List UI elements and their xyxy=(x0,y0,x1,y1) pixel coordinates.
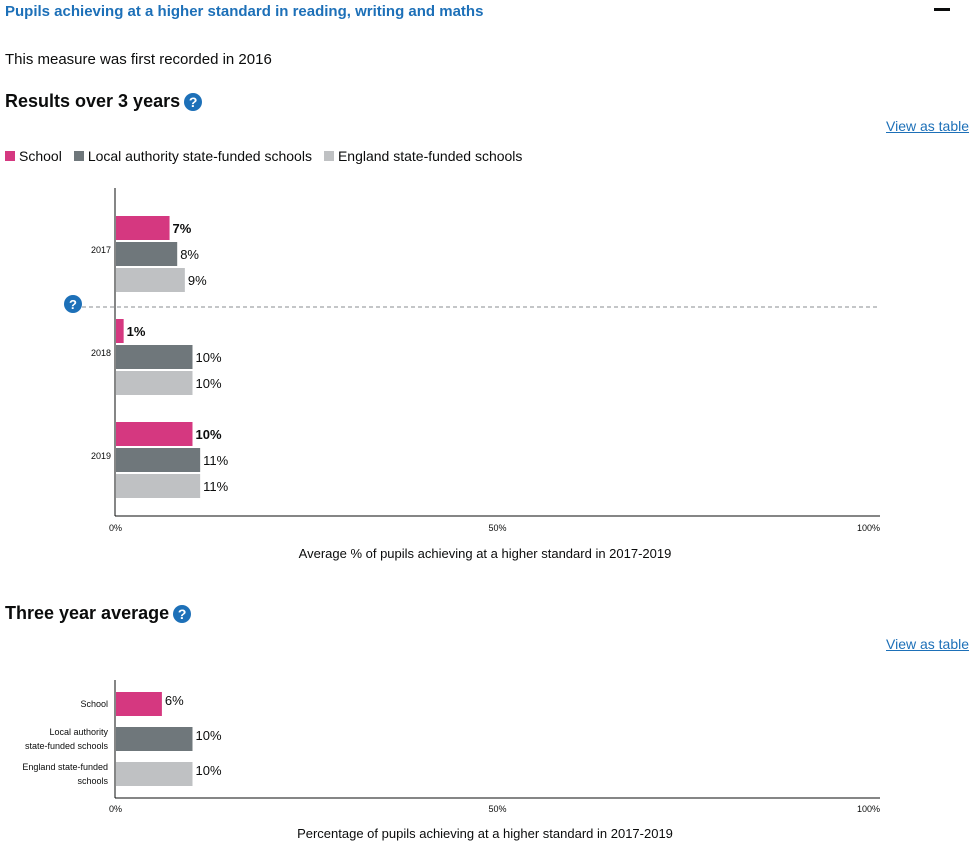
bar-2019-series-0 xyxy=(116,422,193,446)
bar-2019-series-2 xyxy=(116,474,201,498)
average-heading-text: Three year average xyxy=(5,603,170,623)
x-tick-label-0: 0% xyxy=(109,804,122,814)
bar-2017-series-1 xyxy=(116,242,178,266)
legend-item-local-authority: Local authority state-funded schools xyxy=(73,148,312,164)
y-tick-label-average-1-line-0: Local authority xyxy=(49,727,108,737)
legend-label-local-authority: Local authority state-funded schools xyxy=(87,148,312,164)
section-title[interactable]: Pupils achieving at a higher standard in… xyxy=(5,3,484,20)
y-tick-label-average-1-line-1: state-funded schools xyxy=(25,741,109,751)
bar-average-2 xyxy=(116,762,193,786)
legend-swatch-school xyxy=(5,151,15,161)
legend-label-school: School xyxy=(19,148,62,164)
results-view-as-table-link[interactable]: View as table xyxy=(886,118,970,134)
data-label-2017-series-1: 8% xyxy=(180,247,199,262)
data-label-2018-series-2: 10% xyxy=(196,376,222,391)
x-tick-label-100: 100% xyxy=(857,523,880,533)
y-tick-label-2017: 2017 xyxy=(91,245,111,255)
chart-legend: School Local authority state-funded scho… xyxy=(5,148,522,164)
legend-swatch-local-authority xyxy=(73,151,84,161)
x-tick-label-50: 50% xyxy=(488,523,506,533)
intro-text: This measure was first recorded in 2016 xyxy=(5,51,272,68)
data-label-2019-series-1: 11% xyxy=(203,453,228,468)
x-axis-label: Percentage of pupils achieving at a high… xyxy=(297,826,673,841)
help-question-icon[interactable] xyxy=(64,295,82,313)
x-tick-label-100: 100% xyxy=(857,804,880,814)
y-tick-label-2019: 2019 xyxy=(91,451,111,461)
data-label-2017-series-2: 9% xyxy=(188,273,207,288)
data-label-2019-series-2: 11% xyxy=(203,479,228,494)
data-label-2019-series-0: 10% xyxy=(196,427,222,442)
bar-2019-series-1 xyxy=(116,448,201,472)
data-label-2018-series-1: 10% xyxy=(196,350,222,365)
help-question-icon-glyph: ? xyxy=(69,297,77,312)
bar-2018-series-0 xyxy=(116,319,124,343)
results-heading: Results over 3 years ? xyxy=(5,91,203,112)
bar-average-1 xyxy=(116,727,193,751)
legend-item-england: England state-funded schools xyxy=(323,148,523,164)
bar-2017-series-0 xyxy=(116,216,170,240)
legend-item-school: School xyxy=(5,148,62,164)
average-heading: Three year average ? xyxy=(5,603,192,624)
y-tick-label-2018: 2018 xyxy=(91,348,111,358)
y-tick-label-average-0-line-0: School xyxy=(80,699,108,709)
legend-swatch-england xyxy=(323,151,334,161)
bar-2018-series-2 xyxy=(116,371,193,395)
results-heading-text: Results over 3 years xyxy=(5,91,181,111)
legend-label-england: England state-funded schools xyxy=(337,148,523,164)
data-label-average-0: 6% xyxy=(165,693,184,708)
data-label-2018-series-0: 1% xyxy=(127,324,146,339)
x-tick-label-50: 50% xyxy=(488,804,506,814)
y-tick-label-average-2-line-1: schools xyxy=(77,776,108,786)
data-label-2017-series-0: 7% xyxy=(173,221,192,236)
data-label-average-2: 10% xyxy=(196,763,222,778)
bar-2017-series-2 xyxy=(116,268,185,292)
average-view-as-table-link[interactable]: View as table xyxy=(886,636,970,652)
results-over-3-years-chart: 7% 8% 9% 2017 1% 10% 10% 2018 10% 11% 11% 2019? 0% 50… xyxy=(64,188,880,561)
bar-average-0 xyxy=(116,692,162,716)
x-tick-label-0: 0% xyxy=(109,523,122,533)
collapse-minus-icon[interactable] xyxy=(934,8,950,11)
help-question-icon[interactable]: ? xyxy=(173,604,192,623)
x-axis-label: Average % of pupils achieving at a highe… xyxy=(299,546,672,561)
three-year-average-chart: 6% School 10% Local authority state-funded s… xyxy=(22,680,880,841)
y-tick-label-average-2-line-0: England state-funded xyxy=(22,762,108,772)
help-question-icon[interactable]: ? xyxy=(184,92,203,111)
bar-2018-series-1 xyxy=(116,345,193,369)
data-label-average-1: 10% xyxy=(196,728,222,743)
